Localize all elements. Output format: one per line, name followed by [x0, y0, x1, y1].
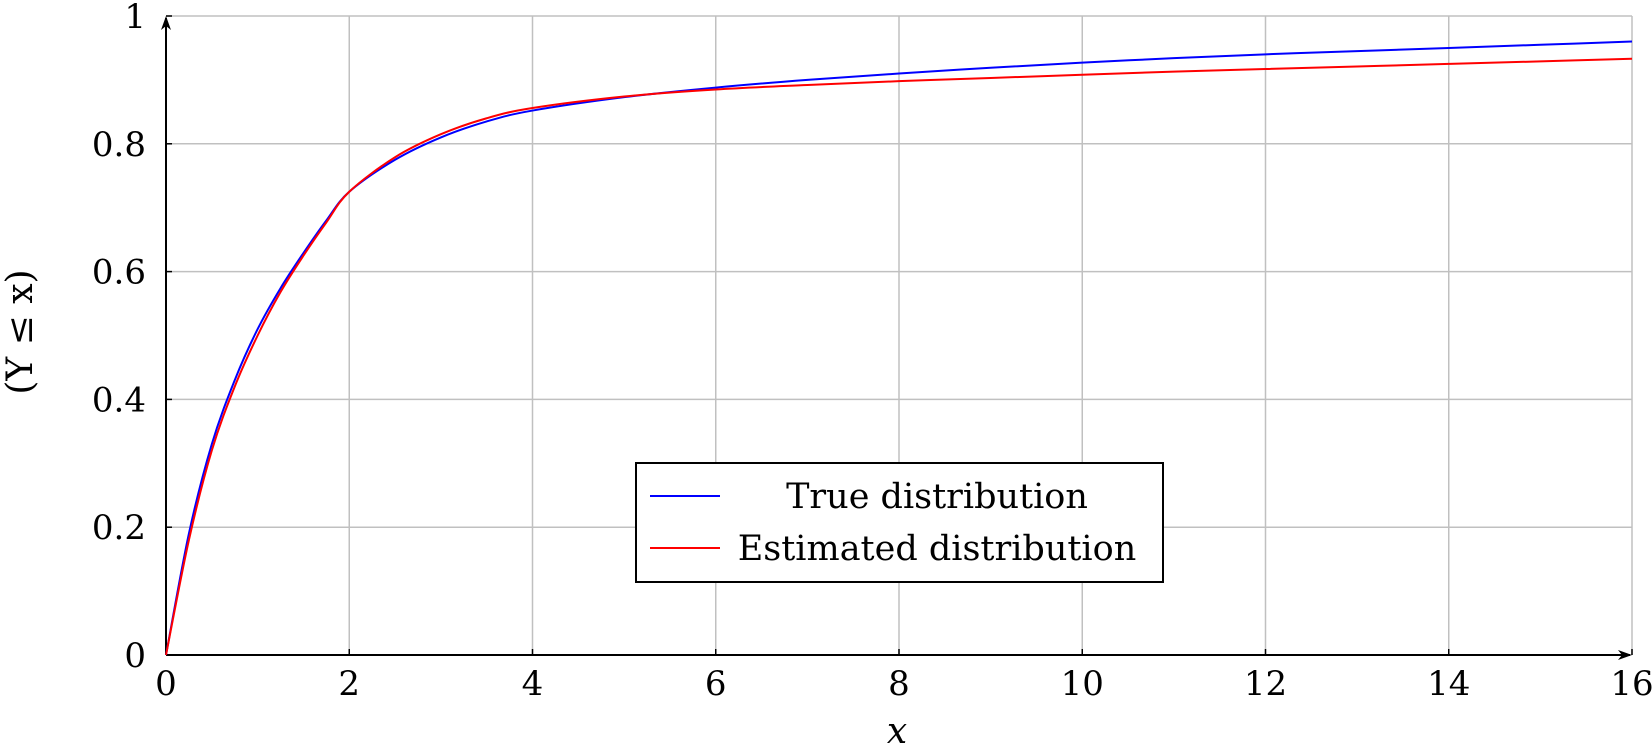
legend-box: [635, 462, 1164, 583]
x-tick-label: 12: [1244, 664, 1287, 704]
x-tick-label: 10: [1061, 664, 1104, 704]
y-tick-label: 0.4: [92, 380, 146, 420]
x-tick-label: 14: [1427, 664, 1470, 704]
y-axis-label: (Y ≤ x): [0, 269, 41, 394]
series-group: [165, 40, 1633, 656]
legend-label-estimated: Estimated distribution: [738, 529, 1137, 569]
y-tick-label: 0.2: [92, 508, 146, 548]
tick-labels: 0 2 4 6 8 10 12 14 16 0 0.2 0.4 0.6 0.8 1: [92, 0, 1652, 704]
series-line-estimated: [165, 57, 1633, 656]
x-axis-arrow: [1618, 650, 1632, 660]
x-tick-label: 0: [155, 664, 177, 704]
x-tick-label: 2: [338, 664, 360, 704]
series-line-true: [165, 40, 1633, 656]
y-tick-label: 0: [124, 636, 146, 676]
x-tick-label: 4: [522, 664, 544, 704]
x-tick-label: 6: [705, 664, 727, 704]
legend: True distribution Estimated distribution: [635, 462, 1164, 583]
x-axis-label: x: [887, 711, 907, 751]
y-axis-arrow: [161, 16, 171, 30]
y-tick-label: 1: [124, 0, 146, 37]
legend-label-true: True distribution: [786, 477, 1088, 517]
x-tick-label: 16: [1610, 664, 1652, 704]
x-tick-label: 8: [888, 664, 910, 704]
y-tick-label: 0.8: [92, 125, 146, 165]
y-tick-label: 0.6: [92, 253, 146, 293]
axes: [161, 15, 1633, 660]
